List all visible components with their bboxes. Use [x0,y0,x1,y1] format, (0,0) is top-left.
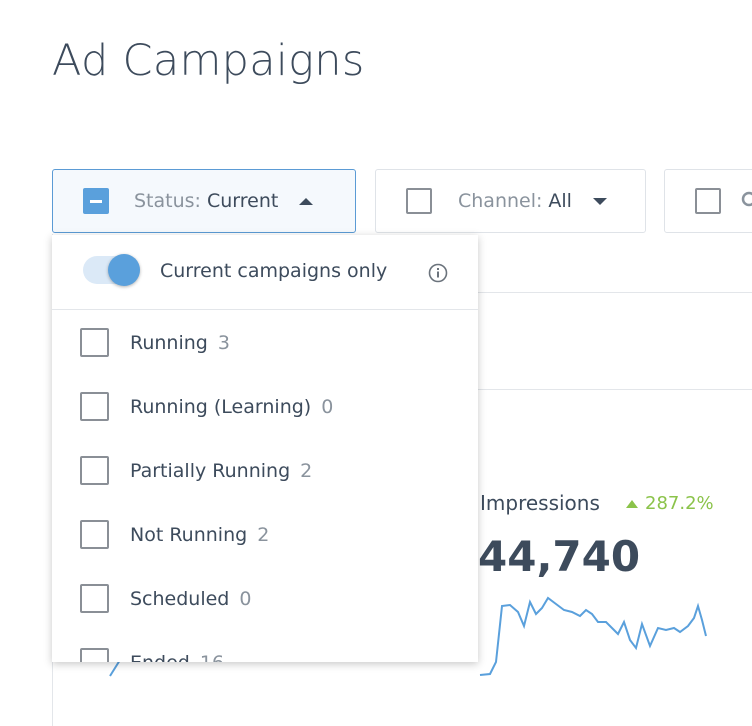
checkbox[interactable] [80,520,109,549]
divider [478,389,752,390]
status-option[interactable]: Scheduled 0 [80,584,251,613]
filter-label: Status: [134,190,201,212]
channel-filter[interactable]: Channel: All [375,169,646,233]
option-label: Scheduled [130,587,230,610]
status-option[interactable]: Partially Running 2 [80,456,312,485]
filter-label: Channel: [458,190,543,212]
option-count: 2 [300,459,313,482]
status-option[interactable]: Ended 16 [80,648,224,662]
indeterminate-checkbox[interactable] [83,188,109,214]
info-icon[interactable] [428,263,448,283]
toggle-label: Current campaigns only [160,260,388,282]
toggle-knob[interactable] [108,254,140,286]
search-icon [741,191,752,207]
option-label: Running (Learning) [130,395,312,418]
checkbox[interactable] [80,392,109,421]
metric-label: Impressions [480,491,600,515]
status-option[interactable]: Running (Learning) 0 [80,392,333,421]
page-title: Ad Campaigns [52,36,365,86]
divider [478,292,752,293]
checkbox[interactable] [80,456,109,485]
option-count: 3 [217,331,230,354]
status-dropdown: Current campaigns only Running 3 Running (… [52,235,478,662]
option-label: Running [130,331,208,354]
checkbox[interactable] [695,188,721,214]
option-count: 0 [321,395,334,418]
option-count: 0 [239,587,252,610]
option-label: Not Running [130,523,248,546]
option-count: 16 [200,652,224,663]
up-arrow [626,499,638,508]
option-label: Ended [130,652,190,663]
status-filter[interactable]: Status: Current [52,169,356,233]
metric-value: 44,740 [478,532,641,581]
separator [52,309,478,310]
option-count: 2 [257,523,270,546]
caret [299,197,314,205]
change-value: 287.2% [645,493,714,514]
status-option[interactable]: Running 3 [80,328,230,357]
checkbox[interactable] [80,328,109,357]
checkbox[interactable] [406,188,432,214]
filter-value: Current [206,190,279,212]
checkbox[interactable] [80,648,109,662]
option-label: Partially Running [130,459,291,482]
filter-value: All [548,190,572,212]
caret [592,197,607,205]
metric-change: 287.2% [626,493,714,514]
checkbox[interactable] [80,584,109,613]
status-option[interactable]: Not Running 2 [80,520,269,549]
search-filter[interactable] [664,169,752,233]
